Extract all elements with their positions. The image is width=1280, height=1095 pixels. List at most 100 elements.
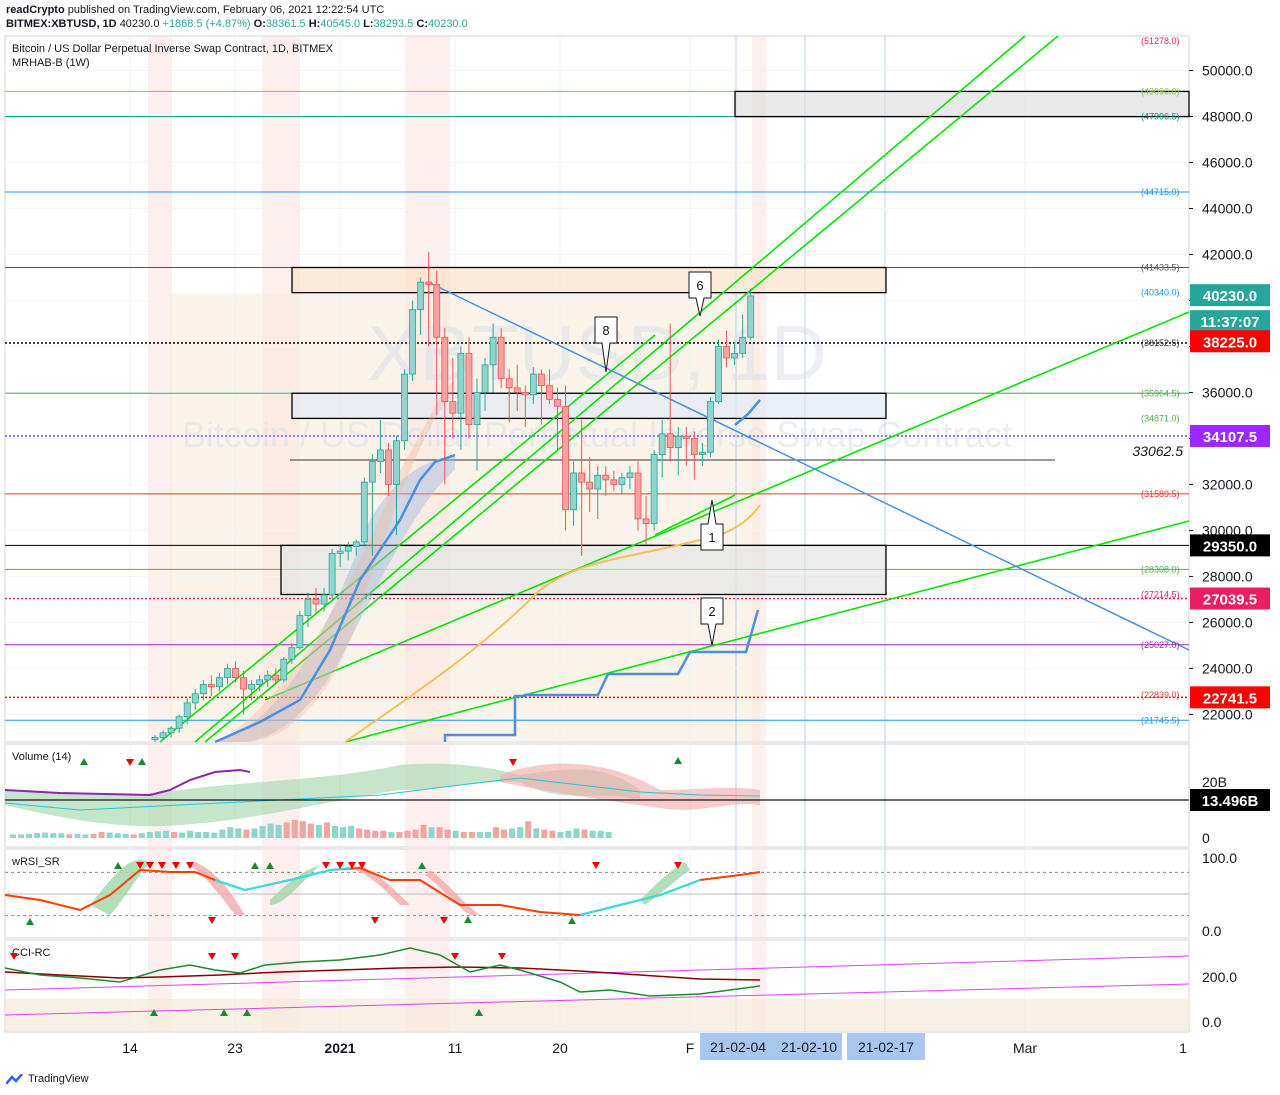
level-tag: (40340.0)	[1141, 288, 1180, 298]
rsi-cloud	[640, 862, 690, 905]
rsi-title: wRSI_SR	[11, 856, 60, 868]
volume-bar	[50, 833, 57, 838]
signal-arrow	[464, 916, 472, 923]
candle-body	[682, 435, 690, 439]
date-marker-label: 21-02-17	[858, 1039, 914, 1055]
callout-6: 6	[688, 271, 712, 317]
signal-arrow	[243, 1009, 251, 1016]
candle-body	[465, 352, 473, 426]
volume-bar	[364, 829, 371, 838]
price-label-box	[1190, 587, 1270, 610]
signal-arrow	[475, 1009, 483, 1016]
high-value: 40545.0	[320, 18, 361, 30]
volume-bar	[525, 821, 532, 838]
candle-body	[562, 405, 569, 511]
level-tag: (34871.0)	[1141, 413, 1180, 423]
level-tag: (51278.0)	[1141, 36, 1180, 46]
candle-body	[352, 541, 360, 547]
signal-arrow	[336, 862, 344, 869]
candle-body	[618, 477, 626, 485]
x-tick-label: 11	[448, 1040, 463, 1056]
candle-body	[699, 451, 706, 455]
volume-bar	[146, 832, 153, 838]
trend-line	[654, 494, 736, 536]
candle-body	[441, 336, 449, 403]
volume-bar	[26, 833, 33, 838]
tradingview-brand[interactable]: TradingView	[6, 1073, 89, 1085]
candle-body	[183, 702, 191, 718]
volume-bar	[452, 830, 459, 838]
signal-arrow	[266, 862, 274, 869]
zone-box	[291, 266, 887, 294]
volume-cloud	[5, 763, 640, 827]
volume-bar	[340, 827, 347, 838]
callout-label: 6	[696, 278, 703, 293]
signal-arrow	[172, 862, 180, 869]
signal-arrow	[208, 917, 216, 924]
volume-bar	[283, 822, 290, 838]
x-tick-label: 14	[122, 1040, 138, 1056]
signal-arrow	[568, 917, 576, 924]
candle-body	[215, 677, 223, 688]
y-tick-label: 32000.0	[1202, 476, 1253, 492]
candle-body	[578, 472, 586, 483]
signal-arrow	[440, 917, 448, 924]
x-tick-label: 23	[227, 1040, 243, 1056]
trend-line	[204, 35, 1059, 743]
volume-bar	[42, 832, 49, 838]
candle-body	[385, 449, 392, 485]
indicator-zone	[170, 293, 760, 742]
volume-bar	[412, 829, 419, 838]
y-tick-label: 44000.0	[1202, 200, 1253, 216]
volume-bar	[82, 834, 89, 838]
y-tick-label: 20B	[1202, 774, 1227, 790]
level-tag: (22839.0)	[1141, 690, 1180, 700]
candle-body	[224, 668, 231, 679]
rsi-cloud	[425, 870, 480, 915]
trend-line	[159, 334, 656, 743]
level-tag: (41433.5)	[1141, 262, 1180, 272]
signal-arrow	[186, 862, 194, 869]
signal-arrow	[136, 862, 144, 869]
volume-bar	[323, 822, 330, 838]
y-tick-label: 100.0	[1202, 850, 1237, 866]
volume-bar	[388, 832, 395, 838]
candle-body	[449, 401, 457, 414]
signal-arrow	[498, 953, 506, 960]
signal-arrow	[208, 953, 216, 960]
callout-label: 8	[602, 323, 609, 338]
volume-bar	[98, 832, 105, 838]
cci-title: CCI-RC	[12, 947, 51, 959]
low-value: 38293.5	[373, 18, 414, 30]
volume-bar	[187, 830, 194, 838]
candle-body	[658, 433, 666, 455]
callout-label: 2	[708, 604, 715, 619]
volume-bar	[380, 830, 387, 838]
volume-bar	[420, 824, 427, 838]
price-label-box	[1190, 310, 1270, 333]
volume-bar	[549, 830, 556, 838]
candle-body	[594, 474, 602, 490]
price-label: 27039.5	[1203, 592, 1257, 609]
volume-bar	[299, 821, 306, 838]
signal-arrow	[451, 953, 459, 960]
callout-box	[700, 597, 724, 646]
volume-bar	[203, 832, 210, 838]
level-tag: (47996.5)	[1141, 112, 1180, 122]
price-label-box	[1190, 686, 1270, 709]
candle-body	[626, 472, 634, 478]
candle-body	[513, 387, 521, 393]
signal-arrow	[674, 862, 682, 869]
volume-bar	[74, 833, 81, 838]
callout-label: 1	[708, 530, 715, 545]
candle-body	[481, 364, 489, 393]
signal-arrow	[146, 862, 154, 869]
signal-arrow	[10, 953, 18, 960]
trend-line	[429, 282, 1190, 651]
y-tick-label: 0.0	[1202, 923, 1222, 939]
y-tick-label: 42000.0	[1202, 246, 1253, 262]
level-tag: (28308.0)	[1141, 564, 1180, 574]
signal-arrow	[322, 862, 330, 869]
tradingview-text: TradingView	[28, 1073, 89, 1085]
